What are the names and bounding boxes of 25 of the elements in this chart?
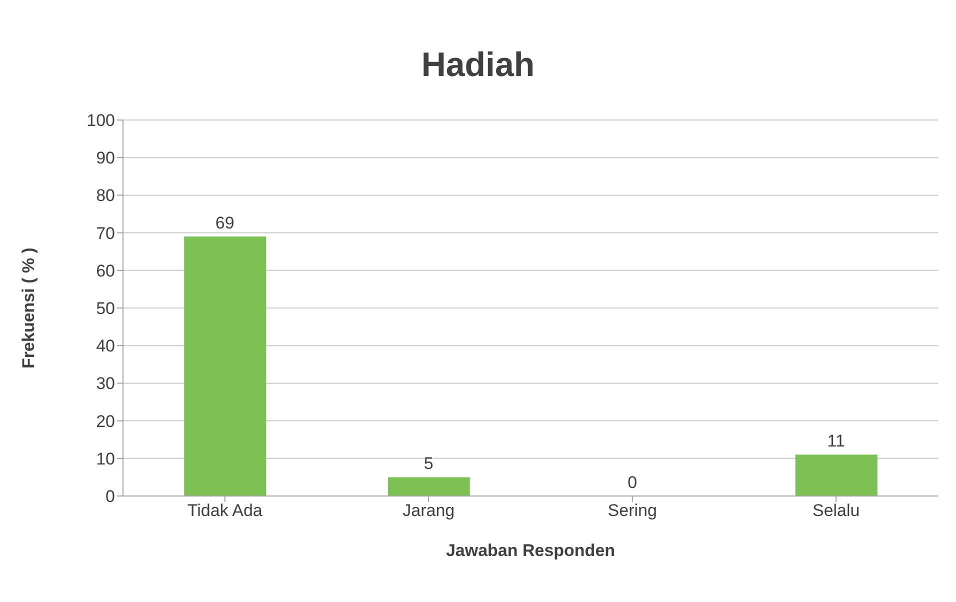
bar bbox=[184, 236, 266, 496]
y-tick-label: 40 bbox=[96, 336, 115, 356]
data-label: 11 bbox=[827, 432, 845, 451]
y-tick-label: 70 bbox=[96, 224, 115, 243]
y-tick-label: 0 bbox=[106, 487, 115, 506]
x-axis-title: Jawaban Responden bbox=[446, 541, 616, 560]
bar bbox=[388, 477, 470, 496]
x-tick-label: Selalu bbox=[812, 501, 860, 520]
x-tick-label: Sering bbox=[608, 501, 657, 520]
y-tick-label: 80 bbox=[96, 186, 115, 206]
y-tick-label: 100 bbox=[86, 111, 115, 130]
y-tick-label: 30 bbox=[96, 374, 115, 394]
data-label: 5 bbox=[424, 454, 434, 474]
y-tick-label: 50 bbox=[96, 299, 115, 318]
y-tick-label: 10 bbox=[96, 449, 115, 468]
x-tick-label: Jarang bbox=[402, 501, 455, 520]
y-tick-label: 90 bbox=[96, 148, 115, 168]
y-axis-title: Frekuensi ( % ) bbox=[19, 248, 38, 368]
y-tick-label: 20 bbox=[96, 412, 115, 431]
data-label: 69 bbox=[215, 214, 234, 233]
chart-title: Hadiah bbox=[420, 46, 536, 85]
y-tick-label: 60 bbox=[96, 261, 115, 280]
data-label: 0 bbox=[628, 473, 638, 492]
bar bbox=[795, 454, 878, 496]
x-tick-label: Tidak Ada bbox=[187, 501, 263, 520]
